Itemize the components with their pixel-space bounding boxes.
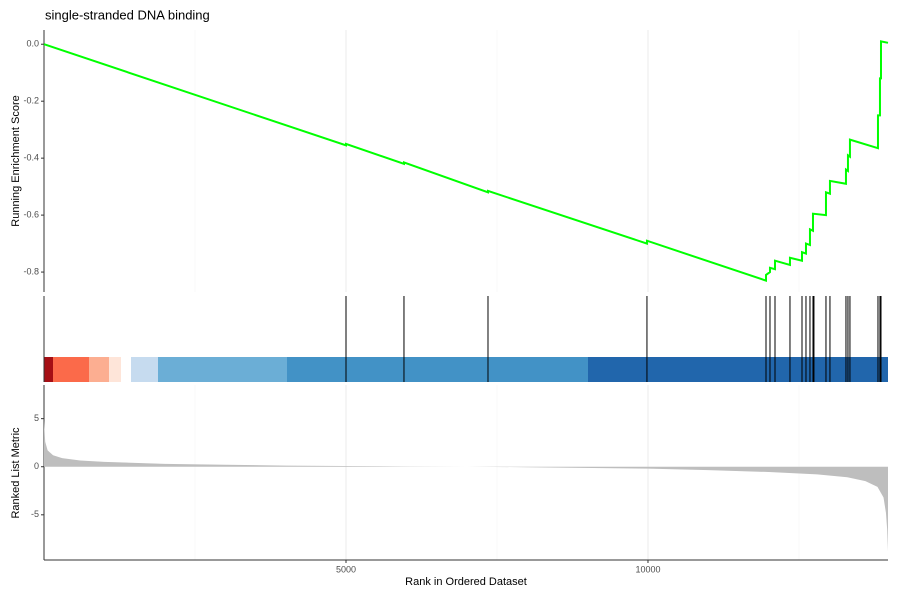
chart-title: single-stranded DNA binding: [45, 7, 210, 22]
color-segment: [109, 357, 121, 382]
y-tick-label: -0.2: [23, 96, 39, 106]
y-tick-label: -0.6: [23, 209, 39, 219]
color-segment: [588, 357, 888, 382]
color-segment: [158, 357, 287, 382]
ranked-metric-area: [44, 420, 888, 552]
color-segment: [89, 357, 109, 382]
running-score-line: [43, 40, 889, 282]
y-tick-label: 5: [34, 413, 39, 423]
y-tick-label: 0: [34, 461, 39, 471]
y-axis-label: Running Enrichment Score: [10, 95, 22, 226]
color-segment: [131, 357, 158, 382]
x-tick-label: 10000: [635, 564, 660, 574]
y-tick-label: -0.8: [23, 266, 39, 276]
x-axis-label: Rank in Ordered Dataset: [405, 576, 527, 588]
color-segment: [44, 357, 53, 382]
color-bar: [44, 357, 888, 382]
y-tick-label: -0.4: [23, 153, 39, 163]
color-segment: [53, 357, 89, 382]
y-tick-label: 0.0: [26, 39, 39, 49]
y-tick-label: -5: [31, 509, 39, 519]
x-tick-label: 5000: [336, 564, 356, 574]
color-segment: [287, 357, 588, 382]
y-axis-label: Ranked List Metric: [10, 427, 22, 519]
